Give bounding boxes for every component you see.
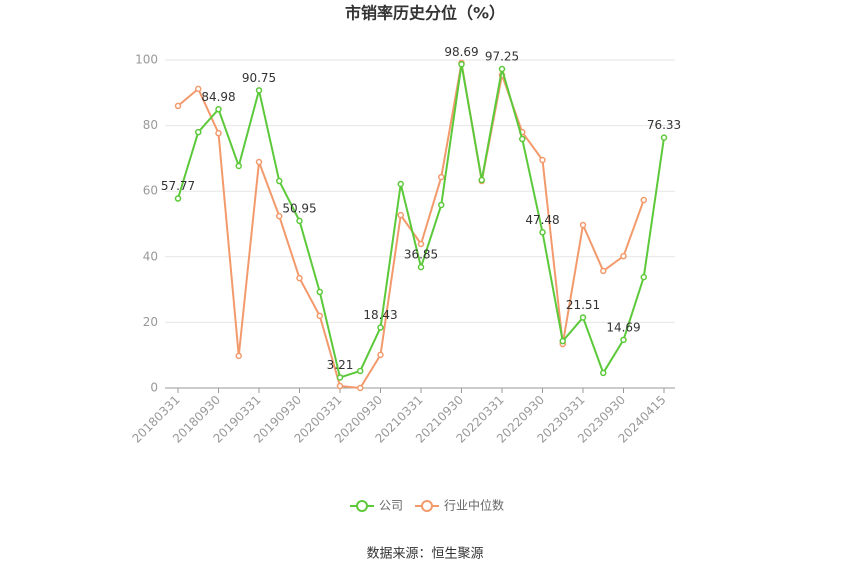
point [215,129,222,137]
point [235,162,242,170]
point [539,229,546,236]
data-label: 57.77 [161,179,195,193]
point [235,352,242,360]
point [620,252,627,260]
data-label: 90.75 [242,71,276,85]
point [660,134,668,141]
point [357,367,364,375]
y-tick-label: 0 [150,381,158,395]
point [174,195,182,202]
point [377,324,384,331]
point [478,176,485,184]
data-label: 21.51 [566,298,600,312]
y-tick-label: 80 [143,118,158,132]
point [417,240,425,248]
point [640,273,647,281]
point [174,102,182,110]
point [579,314,587,321]
y-tick-label: 60 [143,184,158,198]
point [397,180,404,188]
point [600,267,607,275]
point [498,65,506,73]
point [539,156,546,164]
point [600,369,607,377]
data-label: 14.69 [606,320,640,334]
y-tick-label: 100 [135,53,158,67]
point [316,312,323,320]
point [336,382,344,390]
point [438,201,445,209]
point [215,106,222,113]
point [255,87,263,94]
data-label: 18.43 [363,308,397,322]
y-tick-label: 40 [143,249,158,263]
point [276,177,283,185]
y-tick-label: 20 [143,315,158,329]
point [458,61,465,68]
point [397,211,404,219]
point [640,196,647,204]
point [620,336,627,344]
point [357,384,364,392]
data-label: 76.33 [647,118,681,132]
legend-marker [356,500,368,512]
point [296,217,303,225]
point [255,158,263,166]
point [579,221,587,229]
data-label: 36.85 [404,248,438,262]
data-label: 3.21 [327,358,354,372]
legend-marker [421,500,433,512]
point [336,374,344,381]
point [417,263,425,271]
point [195,85,202,93]
point [559,337,566,345]
point [519,135,526,143]
data-label: 50.95 [282,201,316,215]
legend-label: 行业中位数 [444,498,504,513]
data-label: 47.48 [525,213,559,227]
point [276,212,283,220]
data-label: 84.98 [201,90,235,104]
chart-title: 市销率历史分位（%） [345,4,505,23]
point [316,288,323,296]
point [377,351,384,359]
source: 数据来源：恒生聚源 [366,547,483,562]
series-line [177,64,665,379]
point [195,128,202,136]
data-label: 97.25 [485,50,519,64]
legend-label: 公司 [379,499,403,513]
point [296,274,303,282]
data-label: 98.69 [444,45,478,59]
point [438,173,445,181]
